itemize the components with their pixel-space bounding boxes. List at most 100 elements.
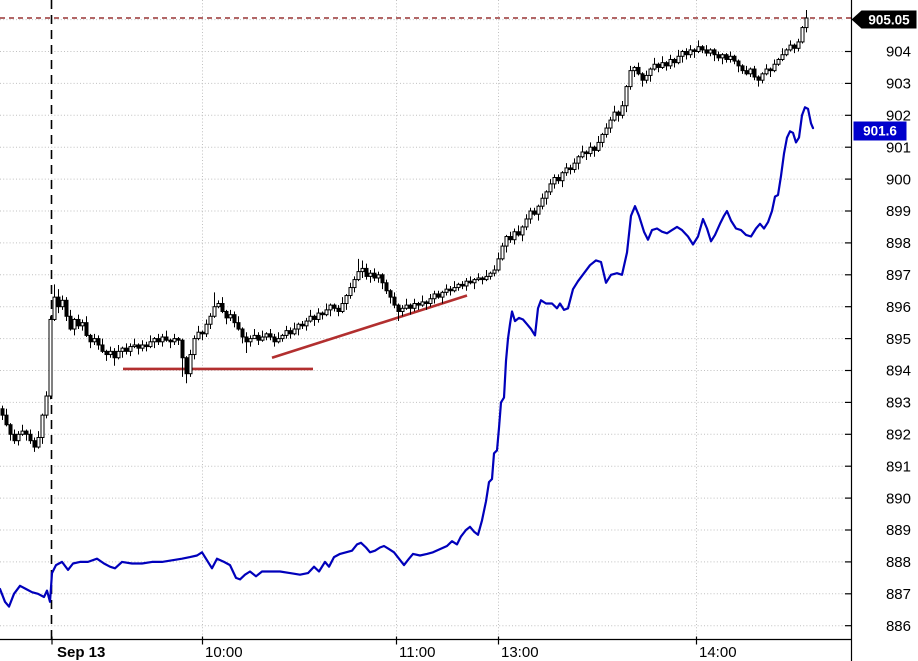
candle-body — [172, 338, 177, 343]
candle-body — [724, 54, 729, 60]
candle-body — [252, 334, 257, 340]
x-axis-label: Sep 13 — [57, 644, 105, 661]
candle-body — [32, 440, 37, 448]
candle-body — [368, 272, 373, 277]
candle-body — [524, 218, 529, 228]
y-axis-label: 903 — [886, 76, 911, 93]
candle-body — [720, 54, 725, 59]
candle-body — [704, 49, 709, 54]
candle-body — [344, 295, 349, 305]
candle-body — [460, 283, 465, 287]
candle-body — [576, 156, 581, 164]
candle-body — [84, 322, 89, 336]
candle-body — [188, 354, 193, 375]
candle-body — [708, 49, 713, 54]
candle-body — [104, 350, 109, 356]
candle-body — [288, 330, 293, 335]
candle-body — [264, 333, 269, 338]
candle-body — [192, 338, 197, 356]
candle-body — [276, 338, 281, 343]
candle-body — [488, 272, 493, 277]
candle-body — [108, 350, 113, 356]
x-axis-label: 13:00 — [501, 644, 539, 661]
x-axis-labels: Sep 13 10:00 11:00 13:00 14:00 — [51, 636, 737, 661]
candle-body — [456, 283, 461, 289]
candle-body — [656, 63, 661, 68]
candle-body — [624, 86, 629, 107]
candle-body — [556, 177, 561, 182]
candle-body — [776, 58, 781, 65]
candle-body — [212, 306, 217, 317]
x-axis-label: 14:00 — [699, 644, 737, 661]
candle-body — [620, 105, 625, 116]
candle-body — [180, 339, 185, 359]
candle-body — [404, 304, 409, 309]
candle-body — [800, 27, 805, 43]
y-axis-label: 892 — [886, 427, 911, 444]
candle-body — [452, 287, 457, 292]
y-axis-label: 893 — [886, 395, 911, 412]
y-axis-label: 891 — [886, 458, 911, 475]
candle-body — [204, 323, 209, 335]
candle-body — [152, 338, 157, 343]
candle-body — [324, 309, 329, 316]
candle-body — [728, 55, 733, 60]
candle-body — [208, 315, 213, 325]
candle-body — [416, 303, 421, 306]
candle-body — [572, 162, 577, 171]
candle-body — [596, 141, 601, 151]
candle-body — [428, 298, 433, 305]
candle-body — [476, 277, 481, 281]
y-axis-label: 902 — [886, 108, 911, 125]
candle-body — [612, 111, 617, 121]
candle-body — [448, 288, 453, 292]
x-axis-label: 10:00 — [205, 644, 243, 661]
candle-body — [520, 226, 525, 236]
candle-body — [8, 424, 13, 435]
candle-body — [304, 320, 309, 327]
candle-body — [420, 301, 425, 306]
candle-body — [384, 282, 389, 292]
candle-body — [628, 70, 633, 88]
candle-body — [248, 338, 253, 343]
candle-body — [804, 17, 809, 29]
candle-body — [760, 73, 765, 81]
candle-body — [144, 344, 149, 348]
candle-body — [544, 191, 549, 199]
candle-body — [240, 328, 245, 338]
y-axis-label: 894 — [886, 363, 911, 380]
candle-body — [232, 314, 237, 324]
vertical-gridlines — [202, 0, 697, 640]
candle-body — [588, 146, 593, 155]
candle-body — [136, 344, 141, 349]
y-axis-label: 887 — [886, 586, 911, 603]
candle-body — [0, 408, 5, 416]
candle-body — [388, 290, 393, 298]
candle-body — [44, 395, 49, 416]
candle-body — [348, 287, 353, 297]
candle-body — [532, 210, 537, 215]
y-axis-label: 889 — [886, 522, 911, 539]
candle-body — [16, 433, 21, 442]
candle-body — [640, 73, 645, 81]
candle-body — [580, 151, 585, 158]
candle-body — [780, 54, 785, 60]
candle-body — [272, 336, 277, 343]
candle-body — [220, 303, 225, 312]
candle-body — [796, 41, 801, 49]
candle-body — [536, 205, 541, 215]
candle-body — [4, 414, 9, 426]
candle-body — [564, 167, 569, 174]
candle-body — [472, 279, 477, 284]
line-series-path — [0, 106, 815, 608]
candle-body — [228, 314, 233, 319]
y-axis-label: 895 — [886, 331, 911, 348]
candle-body — [716, 54, 721, 59]
candle-body — [280, 334, 285, 340]
candle-series — [0, 10, 809, 452]
candle-body — [24, 430, 29, 435]
candle-body — [176, 338, 181, 341]
candle-body — [184, 357, 189, 375]
candle-body — [116, 350, 121, 359]
candle-body — [236, 322, 241, 330]
